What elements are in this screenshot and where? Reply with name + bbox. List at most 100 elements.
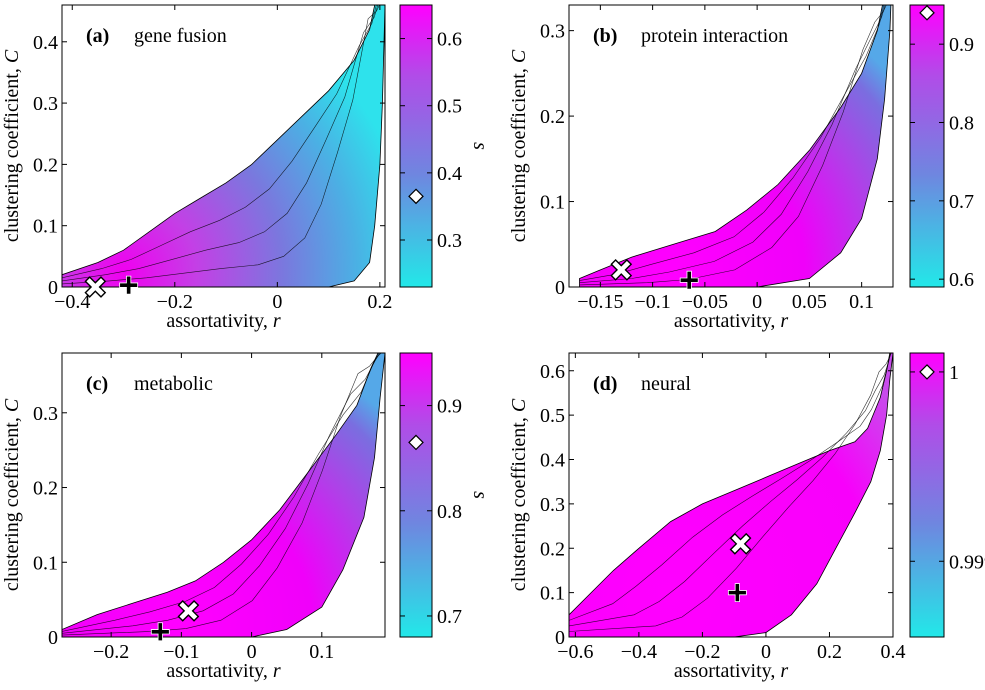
y-tick-label: 0.1 [33,216,58,238]
x-tick-label: −0.2 [684,641,720,663]
x-axis-label: assortativity, r [166,310,280,332]
y-tick-label: 0.3 [33,93,58,115]
x-tick-label: 0.2 [367,291,392,313]
x-tick-label: 0.2 [817,641,842,663]
colorbar-diamond-marker [408,188,424,205]
x-tick-label: 0 [752,291,762,313]
panel-title: metabolic [134,373,213,395]
y-axis-label: clustering coefficient, C [508,398,530,591]
contour-line [579,5,891,281]
x-axis-label: assortativity, r [674,660,788,682]
x-marker [729,532,752,555]
colorbar-tick-label: 0.7 [949,191,974,213]
y-tick-label: 0.6 [540,361,565,383]
y-tick-label: 0.2 [33,478,58,500]
x-marker [177,599,200,622]
colorbar-tick-label: 0.6 [437,29,462,51]
y-axis-label: clustering coefficient, C [508,49,530,242]
x-tick-label: 0.1 [309,641,334,663]
x-tick-label: −0.4 [54,291,90,313]
colorbar-tick-label: 0.3 [437,230,462,252]
colorbar-tick-label: 0.9 [949,34,974,56]
colorbar [399,352,433,638]
y-tick-label: 0.3 [540,21,565,43]
y-tick-label: 0.2 [540,106,565,128]
y-tick-label: 0.4 [540,450,565,472]
contour-region [62,5,385,287]
y-tick-label: 0.4 [33,32,58,54]
x-tick-label: −0.4 [621,641,657,663]
panel-0: −0.4 −0.2 0 0.2 0 0.1 0.2 0.3 0.4 assortativity, … [1,4,491,332]
y-axis-label: clustering coefficient, C [1,49,23,242]
colorbar-label: s [981,142,985,150]
colorbar-label: s [981,491,985,499]
x-marker [84,276,107,298]
axes-frame [61,352,386,638]
colorbar-label: s [469,491,491,499]
x-tick-label: −0.15 [577,291,623,313]
x-tick-label: 0.4 [881,641,906,663]
x-tick-label: −0.1 [163,641,199,663]
x-tick-label: −0.2 [93,641,129,663]
contour-line [62,353,385,636]
panel-title: neural [641,373,691,395]
y-tick-label: 0 [48,627,58,649]
colorbar-diamond-marker [919,4,935,21]
x-tick-label: 0.05 [792,291,827,313]
colorbar [909,352,945,638]
plus-marker [119,275,139,295]
contour-line [62,353,385,634]
colorbar-tick-label: 0.7 [437,606,462,628]
colorbar-tick-label: 0.8 [437,501,462,523]
y-tick-label: 0 [48,277,58,299]
x-tick-label: −0.1 [634,291,670,313]
contour-line [579,5,891,283]
colorbar-diamond-marker [408,434,424,451]
contour-line [62,5,385,279]
x-tick-label: 0 [272,291,282,313]
colorbar-tick-label: 0.6 [949,269,974,291]
colorbar-diamond-marker [919,364,935,380]
panel-1: −0.15 −0.1 −0.05 0 0.05 0.1 0 0.1 0.2 0.3 assortat… [508,4,985,332]
colorbar [399,4,433,288]
panel-label: (b) [593,25,617,47]
panel-label: (d) [593,373,617,395]
y-tick-label: 0.2 [540,538,565,560]
axes-frame [61,4,386,288]
x-tick-label: −0.6 [557,641,593,663]
contour-region [569,353,893,637]
x-tick-label: 0 [247,641,257,663]
contour-region [62,353,385,637]
colorbar-tick-label: 0.9 [437,396,462,418]
panel-label: (a) [86,25,109,47]
colorbar-tick-label: 0.4 [437,163,462,185]
y-tick-label: 0.1 [540,583,565,605]
y-tick-label: 0.5 [540,405,565,427]
axes-frame [568,4,894,288]
plus-marker [679,270,699,290]
y-tick-label: 0.1 [540,192,565,214]
contour-line [569,353,893,632]
colorbar [909,4,945,288]
contour-line [62,5,385,282]
plus-marker [150,622,170,642]
panel-title: gene fusion [134,25,227,47]
y-tick-label: 0.3 [33,403,58,425]
y-tick-label: 0 [555,277,565,299]
x-axis-label: assortativity, r [166,660,280,682]
colorbar-tick-label: 1 [949,362,959,384]
axes-frame [568,352,894,638]
x-tick-label: 0 [761,641,771,663]
panel-2: −0.2 −0.1 0 0.1 0 0.1 0.2 0.3 assortativity, r cl… [1,352,491,682]
y-tick-label: 0.1 [33,552,58,574]
panel-label: (c) [86,373,108,395]
y-tick-label: 0 [555,627,565,649]
y-tick-label: 0.2 [33,154,58,176]
panel-3: −0.6 −0.4 −0.2 0 0.2 0.4 0 0.1 0.2 0.3 0.4 0.5 0.6 as… [508,352,985,682]
plus-marker [727,583,747,603]
x-axis-label: assortativity, r [674,310,788,332]
contour-line [569,353,893,621]
x-marker [610,259,633,281]
